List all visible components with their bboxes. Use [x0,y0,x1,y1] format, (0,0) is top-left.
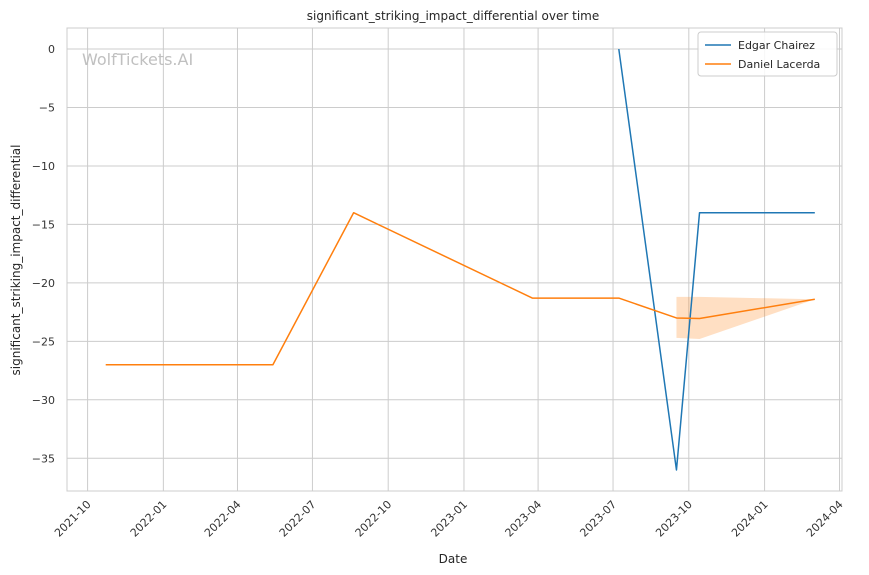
plot-area-frame [66,27,843,492]
y-axis-ticks: 0 −5 −10 −15 −20 −25 −30 −35 [32,43,55,465]
y-tick-label: −25 [32,335,55,348]
y-tick-label: −30 [32,394,55,407]
edgar-chairez-line [618,48,815,471]
y-tick-label: −35 [32,452,55,465]
legend-box [697,31,838,77]
series-lines [105,48,815,471]
y-tick-label: −20 [32,277,55,290]
x-axis-label: Date [439,552,468,566]
grid-lines [67,28,842,491]
y-tick-label: −5 [39,102,55,115]
daniel-lacerda-line [105,211,815,366]
legend-label-edgar-chairez: Edgar Chairez [738,39,815,52]
legend: Edgar Chairez Daniel Lacerda [697,31,838,77]
watermark: WolfTickets.AI [82,50,193,69]
confidence-bands [676,296,815,340]
y-tick-label: −15 [32,218,55,231]
y-axis-label: significant_striking_impact_differential [9,145,23,376]
y-tick-label: 0 [48,43,55,56]
legend-label-daniel-lacerda: Daniel Lacerda [738,58,820,71]
daniel-lacerda-confidence-band [676,296,815,340]
y-tick-label: −10 [32,160,55,173]
chart-title: significant_striking_impact_differential… [307,9,599,23]
